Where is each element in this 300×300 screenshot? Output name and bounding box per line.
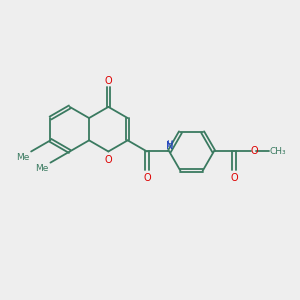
Text: N: N	[166, 141, 173, 151]
Text: O: O	[230, 173, 238, 183]
Text: H: H	[166, 140, 172, 148]
Text: Me: Me	[35, 164, 49, 173]
Text: O: O	[143, 173, 151, 183]
Text: Me: Me	[16, 153, 29, 162]
Text: O: O	[104, 155, 112, 165]
Text: CH₃: CH₃	[270, 147, 286, 156]
Text: O: O	[104, 76, 112, 85]
Text: O: O	[251, 146, 259, 157]
